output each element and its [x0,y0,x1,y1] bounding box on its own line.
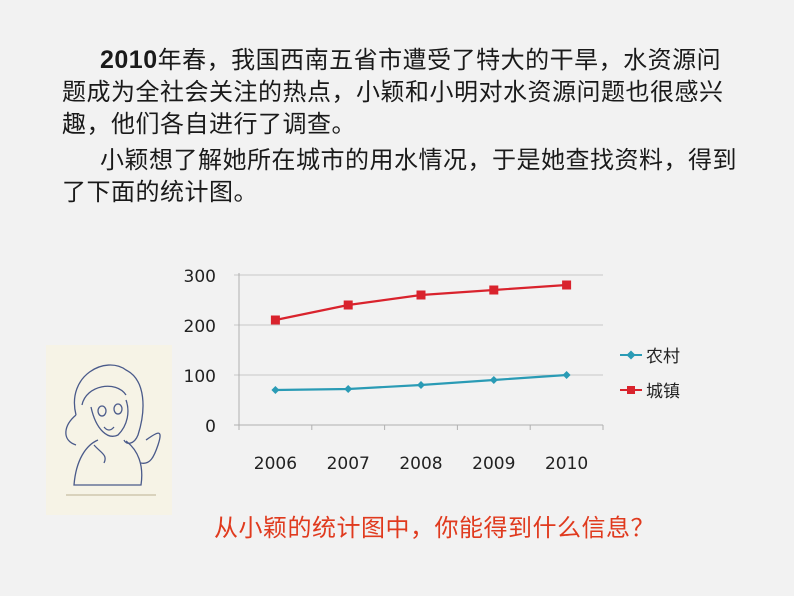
square-marker [343,300,353,310]
question-caption: 从小颖的统计图中，你能得到什么信息？ [214,514,655,542]
square-marker [416,290,426,300]
chart-axes: 0 100 200 300 2006 2007 2008 2009 2010 [184,267,604,474]
y-tick-label: 0 [205,417,216,437]
diamond-marker [344,385,353,393]
x-tick-label: 2008 [399,454,442,474]
y-tick-label: 200 [184,317,216,337]
diamond-marker [489,376,498,384]
intro-paragraph-1: 2010年春，我国西南五省市遭受了特大的干旱，水资源问题成为全社会关注的热点，小… [62,44,742,140]
intro-paragraph-1-text: 年春，我国西南五省市遭受了特大的干旱，水资源问题成为全社会关注的热点，小颖和小明… [62,46,724,138]
x-tick-label: 2009 [472,454,515,474]
diamond-marker [562,371,571,379]
legend-label-urban: 城镇 [646,382,680,402]
y-tick-label: 300 [184,267,216,287]
legend-item-urban: 城镇 [620,377,680,402]
square-marker [270,315,280,325]
square-marker-icon [620,382,642,398]
intro-year: 2010 [100,46,158,74]
intro-paragraph-2-text: 小颖想了解她所在城市的用水情况，于是她查找资料，得到了下面的统计图。 [62,146,737,206]
diamond-marker [417,381,425,389]
y-tick-label: 100 [184,367,216,387]
girl-sketch-icon [65,364,161,496]
series-line [275,283,567,322]
x-tick-label: 2010 [545,454,588,474]
square-marker [489,285,499,295]
diamond-marker [271,386,280,394]
legend-item-rural: 农村 [620,342,680,367]
chart-gridlines [234,274,603,376]
intro-paragraph-2: 小颖想了解她所在城市的用水情况，于是她查找资料，得到了下面的统计图。 [62,144,742,208]
diamond-marker-icon [620,347,642,363]
chart-series [270,280,572,394]
x-tick-label: 2007 [327,454,370,474]
x-tick-label: 2006 [254,454,297,474]
legend-label-rural: 农村 [646,347,680,367]
square-marker [562,280,572,290]
series-line [275,373,567,392]
girl-illustration [46,345,172,515]
